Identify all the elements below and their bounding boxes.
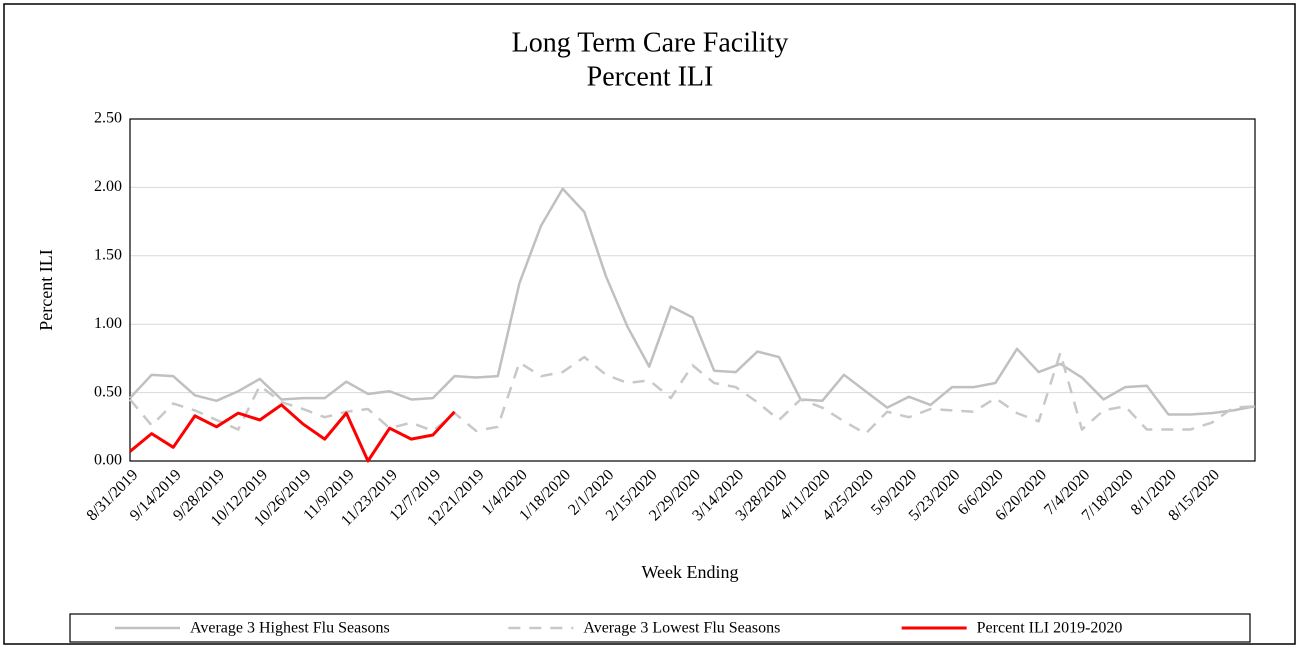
x-axis-title: Week Ending [641,562,738,582]
y-tick-label: 2.00 [94,178,122,195]
plot-frame [129,118,1256,462]
chart-title: Percent ILI [587,61,714,92]
y-tick-label: 0.00 [94,452,122,469]
legend-frame [69,613,1251,643]
series-line [129,187,1256,416]
legend-label: Average 3 Highest Flu Seasons [190,620,390,637]
y-tick-label: 0.50 [94,383,122,400]
series-line [129,351,1256,435]
legend-label: Percent ILI 2019-2020 [977,620,1123,637]
legend-label: Average 3 Lowest Flu Seasons [583,620,780,637]
y-tick-label: 1.50 [94,246,122,263]
y-axis-title: Percent ILI [36,249,56,330]
y-tick-label: 2.50 [94,110,122,127]
series-line [129,403,456,463]
y-tick-label: 1.00 [94,315,122,332]
chart-title: Long Term Care Facility [512,27,789,58]
